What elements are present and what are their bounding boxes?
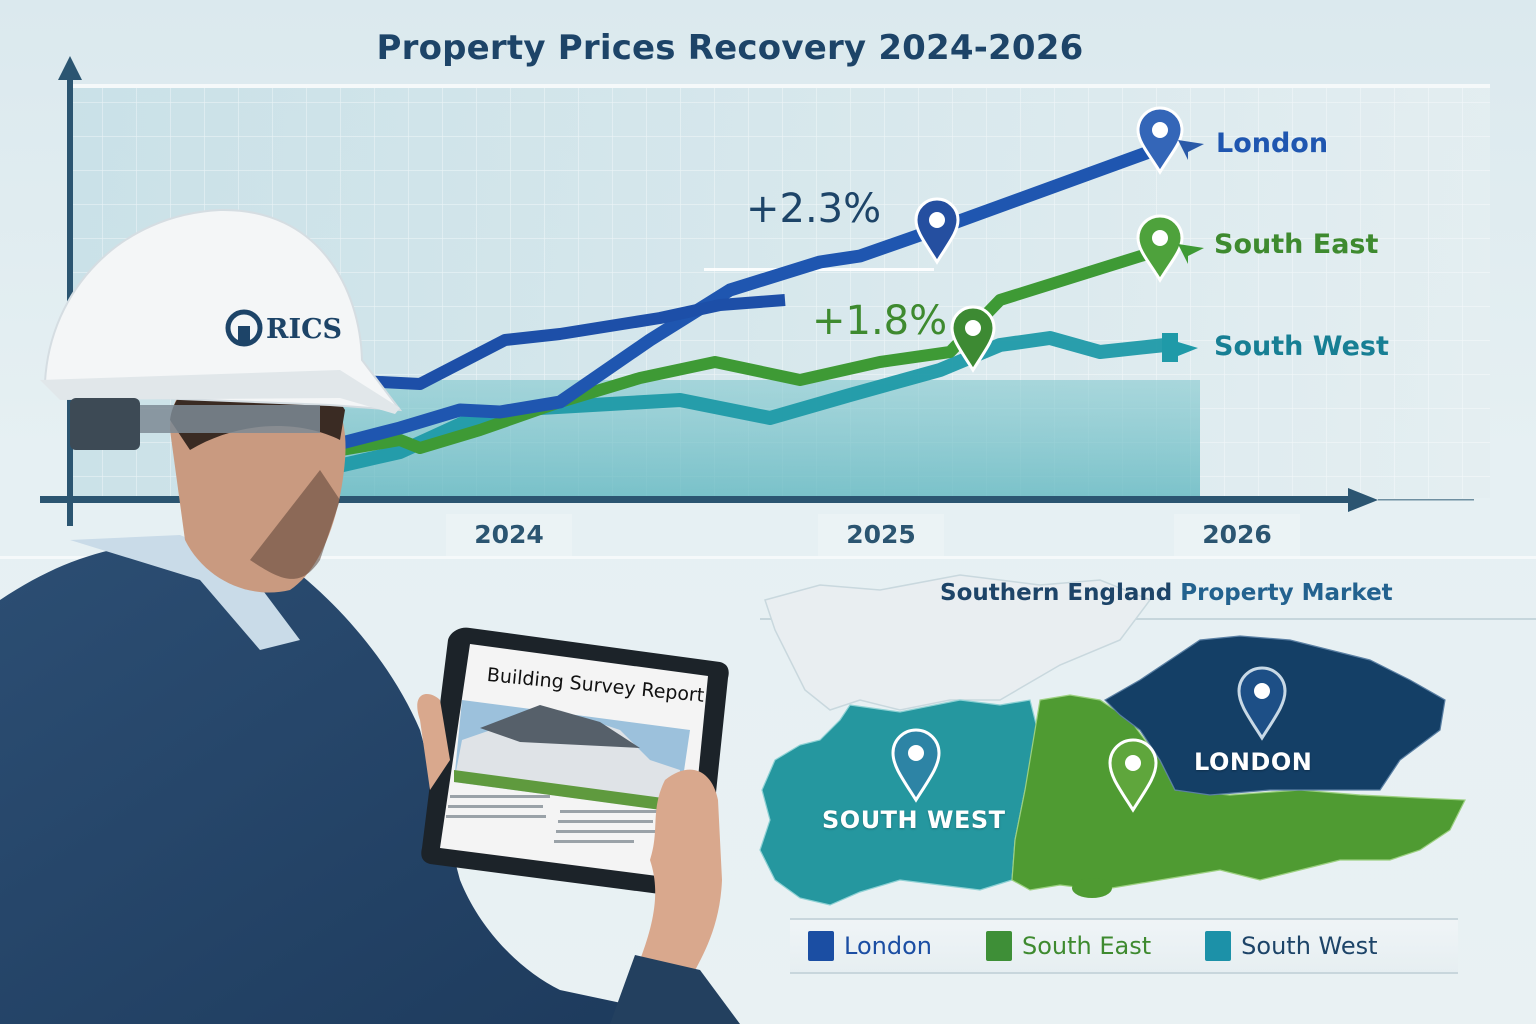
- x-axis: [40, 488, 1474, 512]
- legend-item-london: London: [808, 931, 932, 961]
- series-label-south-east: South East: [1214, 229, 1379, 260]
- region-label-south-west: SOUTH WEST: [822, 806, 1006, 834]
- x-tick-2025: 2025: [818, 514, 944, 556]
- surveyor-illustration: [0, 208, 740, 1024]
- x-tick-2026: 2026: [1174, 514, 1300, 556]
- legend-item-south-east: South East: [985, 931, 1152, 961]
- tablet: [421, 627, 729, 899]
- helmet-logo-text: RICS: [266, 314, 343, 345]
- x-tick-2024: 2024: [446, 514, 572, 556]
- pin-icon-london: [1237, 666, 1287, 741]
- legend-label: South West: [1241, 932, 1378, 960]
- map-title-main: Southern England: [940, 580, 1173, 606]
- map-title: Southern England Property Market: [940, 580, 1393, 606]
- legend-swatch-south-east: [985, 931, 1012, 961]
- pin-icon-south-east: [1108, 738, 1158, 813]
- pin-icon-south-east-2025: [950, 305, 996, 373]
- series-label-london: London: [1216, 128, 1329, 159]
- southern-england-map: [759, 574, 1466, 906]
- map-legend: London South East South West: [790, 918, 1458, 974]
- map-title-accent: Property Market: [1180, 580, 1393, 606]
- page-title: Property Prices Recovery 2024-2026: [376, 28, 1084, 68]
- legend-swatch-south-west: [1205, 931, 1232, 961]
- callout-line: [704, 268, 934, 271]
- pin-icon-london-2025: [914, 197, 960, 265]
- legend-swatch-london: [808, 931, 834, 961]
- legend-item-south-west: South West: [1205, 931, 1378, 961]
- pin-icon-south-west: [891, 728, 941, 803]
- series-line-london: [328, 141, 1163, 453]
- annotation-south-east-change: +1.8%: [812, 298, 948, 344]
- pin-icon-south-east-2026: [1136, 214, 1204, 283]
- series-line-south-west: [328, 331, 1198, 475]
- series-label-south-west: South West: [1214, 331, 1389, 362]
- pin-icon-london-2026: [1136, 106, 1204, 175]
- legend-label: South East: [1021, 932, 1152, 960]
- annotation-london-change: +2.3%: [746, 186, 882, 232]
- region-label-london: LONDON: [1194, 748, 1313, 776]
- legend-label: London: [844, 932, 932, 960]
